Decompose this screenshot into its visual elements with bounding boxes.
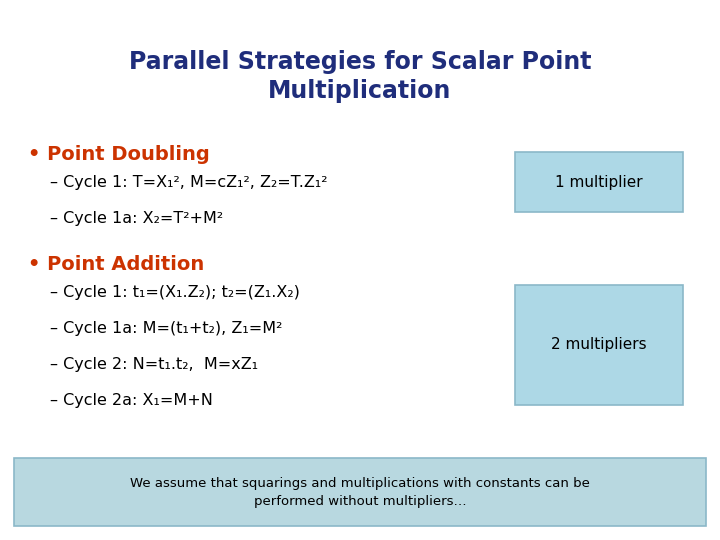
Text: – Cycle 1a: M=(t₁+t₂), Z₁=M²: – Cycle 1a: M=(t₁+t₂), Z₁=M² <box>50 321 282 336</box>
Text: – Cycle 2: N=t₁.t₂,  M=xZ₁: – Cycle 2: N=t₁.t₂, M=xZ₁ <box>50 357 258 372</box>
Text: 2 multipliers: 2 multipliers <box>552 338 647 353</box>
FancyBboxPatch shape <box>14 458 706 526</box>
Text: – Cycle 1: t₁=(X₁.Z₂); t₂=(Z₁.X₂): – Cycle 1: t₁=(X₁.Z₂); t₂=(Z₁.X₂) <box>50 285 300 300</box>
Text: • Point Doubling: • Point Doubling <box>28 145 210 164</box>
FancyBboxPatch shape <box>515 152 683 212</box>
Text: – Cycle 1a: X₂=T²+M²: – Cycle 1a: X₂=T²+M² <box>50 211 223 226</box>
Text: – Cycle 1: T=X₁², M=cZ₁², Z₂=T.Z₁²: – Cycle 1: T=X₁², M=cZ₁², Z₂=T.Z₁² <box>50 175 328 190</box>
Text: • Point Addition: • Point Addition <box>28 255 204 274</box>
Text: Parallel Strategies for Scalar Point
Multiplication: Parallel Strategies for Scalar Point Mul… <box>129 50 591 103</box>
Text: – Cycle 2a: X₁=M+N: – Cycle 2a: X₁=M+N <box>50 393 213 408</box>
FancyBboxPatch shape <box>515 285 683 405</box>
Text: 1 multiplier: 1 multiplier <box>555 174 643 190</box>
Text: We assume that squarings and multiplications with constants can be
performed wit: We assume that squarings and multiplicat… <box>130 476 590 508</box>
